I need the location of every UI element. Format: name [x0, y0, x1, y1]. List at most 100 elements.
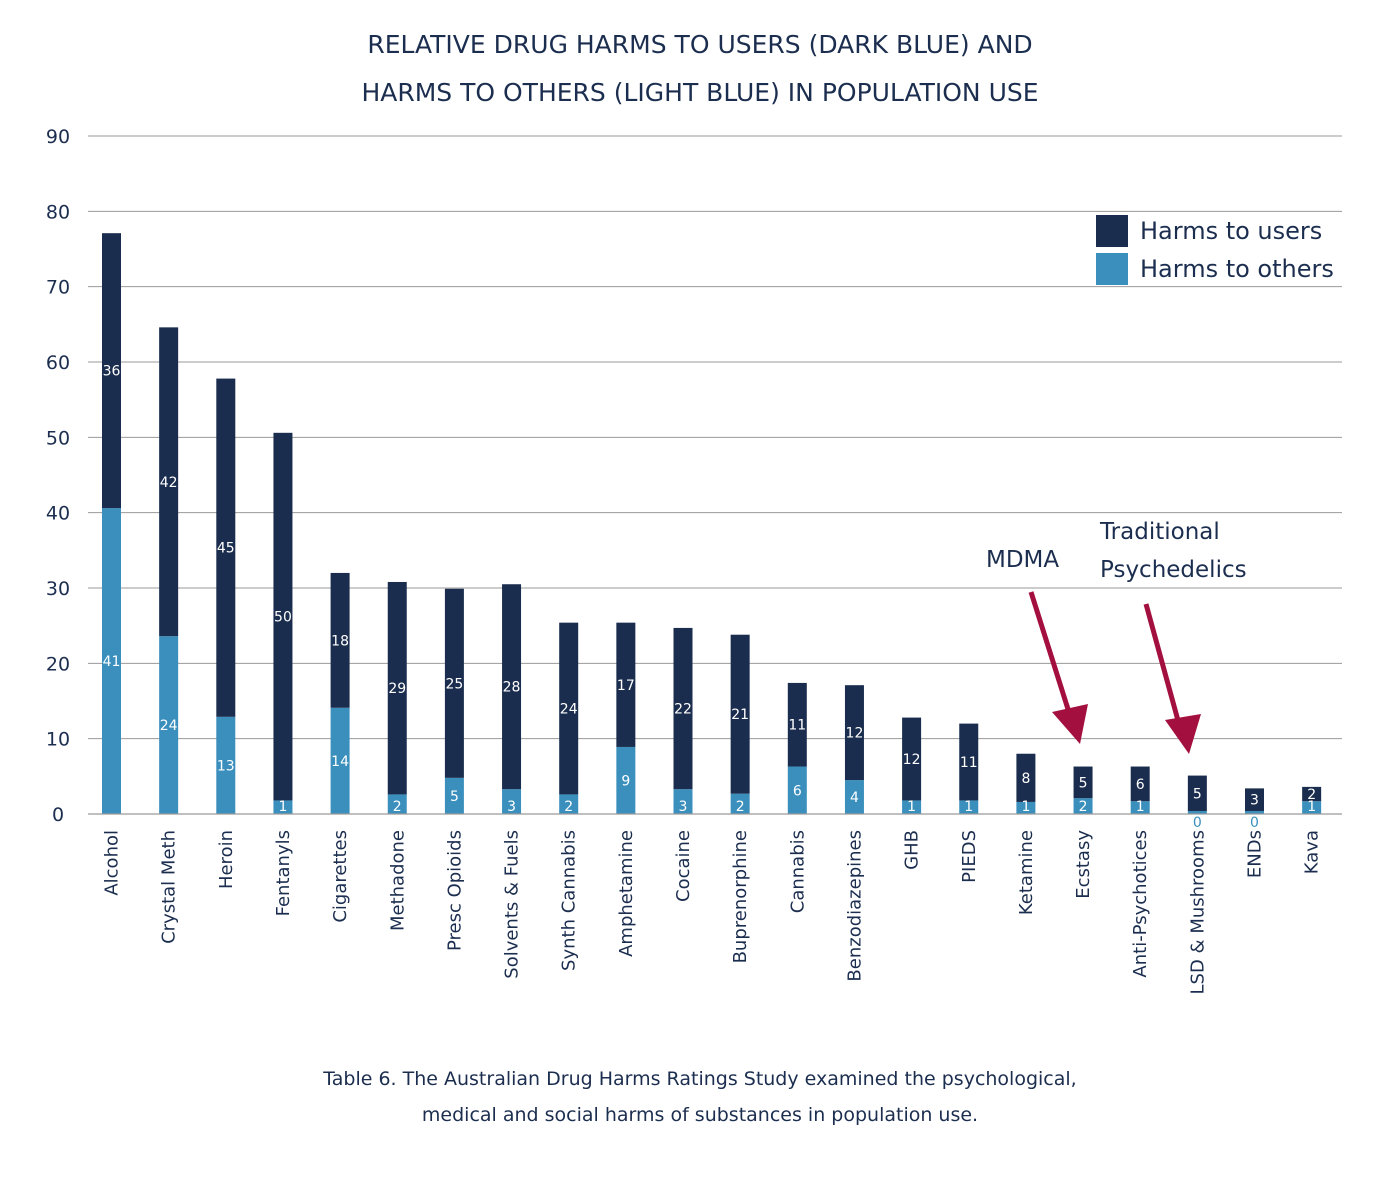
bar-others-19 [1187, 810, 1207, 814]
data-label-users: 18 [331, 633, 349, 649]
y-tick-label: 0 [52, 804, 64, 826]
category-label: Ecstasy [1073, 830, 1094, 899]
category-label: Methadone [387, 830, 408, 931]
data-label-others: 0 [1193, 815, 1202, 831]
legend-swatch-others [1096, 253, 1128, 285]
y-tick-label: 40 [46, 503, 70, 525]
data-label-users: 42 [160, 475, 178, 491]
category-label: Benzodiazepines [844, 830, 865, 982]
bar-others-6 [444, 777, 464, 814]
data-label-users: 6 [1136, 777, 1145, 793]
data-label-users: 5 [1079, 775, 1088, 791]
bar-others-13 [844, 780, 864, 814]
bar-others-15 [959, 800, 979, 814]
bar-users-3 [273, 432, 293, 801]
data-label-users: 12 [846, 726, 864, 742]
bar-users-13 [844, 685, 864, 781]
data-label-users: 22 [674, 702, 692, 718]
bar-others-10 [673, 789, 693, 814]
data-label-users: 8 [1021, 771, 1030, 787]
psychedelics-arrow-head [1165, 714, 1201, 754]
chart-title-line-1: RELATIVE DRUG HARMS TO USERS (DARK BLUE)… [367, 30, 1033, 59]
category-label: ENDs [1245, 830, 1266, 878]
data-label-users: 28 [503, 680, 521, 696]
category-label: Cannabis [787, 830, 808, 913]
data-label-others: 4 [850, 790, 859, 806]
bar-users-1 [159, 327, 179, 637]
legend-item-users: Harms to users [1096, 215, 1322, 247]
category-label: Kava [1302, 830, 1323, 874]
data-label-others: 2 [736, 799, 745, 815]
bar-users-20 [1245, 788, 1264, 811]
data-label-others: 2 [1079, 799, 1088, 815]
bar-others-9 [616, 746, 636, 814]
data-label-others: 1 [1136, 799, 1145, 815]
category-label: Anti-Psychotices [1130, 830, 1151, 978]
annotation-mdma: MDMA [986, 547, 1060, 573]
data-label-users: 5 [1193, 786, 1202, 802]
chart-title-line-2: HARMS TO OTHERS (LIGHT BLUE) IN POPULATI… [361, 78, 1039, 107]
mdma-arrow-head [1052, 704, 1088, 744]
y-tick-label: 80 [46, 201, 70, 223]
category-label: Presc Opioids [444, 830, 465, 951]
data-label-others: 24 [160, 718, 178, 734]
bar-users-16 [1016, 753, 1036, 802]
bar-others-20 [1245, 810, 1264, 814]
data-label-others: 9 [621, 773, 630, 789]
bar-others-1 [159, 636, 179, 814]
bar-others-0 [102, 508, 121, 814]
data-label-others: 14 [331, 754, 349, 770]
data-label-users: 29 [388, 681, 406, 697]
bar-others-12 [787, 766, 807, 814]
x-axis: Alcohol Crystal Meth Heroin Fentanyls Cigare… [102, 830, 1323, 995]
data-label-others: 0 [1250, 815, 1259, 831]
category-label: Heroin [216, 830, 237, 889]
category-label: Ketamine [1016, 830, 1037, 915]
category-label: Synth Cannabis [559, 830, 580, 971]
legend-label-users: Harms to users [1140, 217, 1323, 245]
data-label-users: 3 [1250, 793, 1259, 809]
data-label-others: 2 [393, 799, 402, 815]
data-label-users: 17 [617, 678, 635, 694]
bar-users-18 [1130, 766, 1150, 802]
bar-users-10 [673, 627, 693, 790]
bar-users-7 [502, 584, 522, 790]
bar-users-9 [616, 622, 636, 747]
category-label: GHB [902, 830, 923, 870]
data-label-users: 12 [903, 752, 921, 768]
caption-line-2: medical and social harms of substances i… [421, 1104, 979, 1126]
data-label-others: 2 [564, 799, 573, 815]
annotation-arrows [1028, 591, 1201, 754]
bar-users-6 [444, 588, 464, 778]
y-tick-label: 60 [46, 352, 70, 374]
category-label: Cigarettes [330, 830, 351, 923]
data-label-users: 50 [274, 610, 292, 626]
bar-users-15 [959, 723, 979, 801]
category-label: Buprenorphine [730, 830, 751, 963]
data-label-others: 6 [793, 783, 802, 799]
bar-users-8 [559, 622, 579, 795]
y-tick-label: 90 [46, 126, 70, 148]
category-label: Amphetamine [616, 830, 637, 957]
data-label-users: 11 [788, 718, 806, 734]
data-label-others: 13 [217, 758, 235, 774]
legend-item-others: Harms to others [1096, 253, 1334, 285]
data-label-others: 3 [679, 799, 688, 815]
bar-users-12 [787, 682, 807, 767]
data-label-others: 5 [450, 789, 459, 805]
data-label-users: 45 [217, 541, 235, 557]
bar-others-8 [559, 794, 579, 814]
category-label: LSD & Mushrooms [1187, 830, 1208, 994]
mdma-arrow-shaft [1028, 591, 1076, 726]
bar-users-4 [330, 572, 350, 708]
y-tick-label: 70 [46, 277, 70, 299]
legend-swatch-users [1096, 215, 1128, 247]
annotation-psychedelics-line-2: Psychedelics [1100, 557, 1247, 583]
bar-others-17 [1073, 798, 1093, 814]
bar-others-11 [730, 793, 750, 814]
legend-label-others: Harms to others [1140, 255, 1334, 283]
category-label: Fentanyls [273, 830, 294, 916]
bar-others-7 [502, 789, 522, 814]
bar-users-17 [1073, 766, 1093, 799]
data-label-others: 3 [507, 799, 516, 815]
